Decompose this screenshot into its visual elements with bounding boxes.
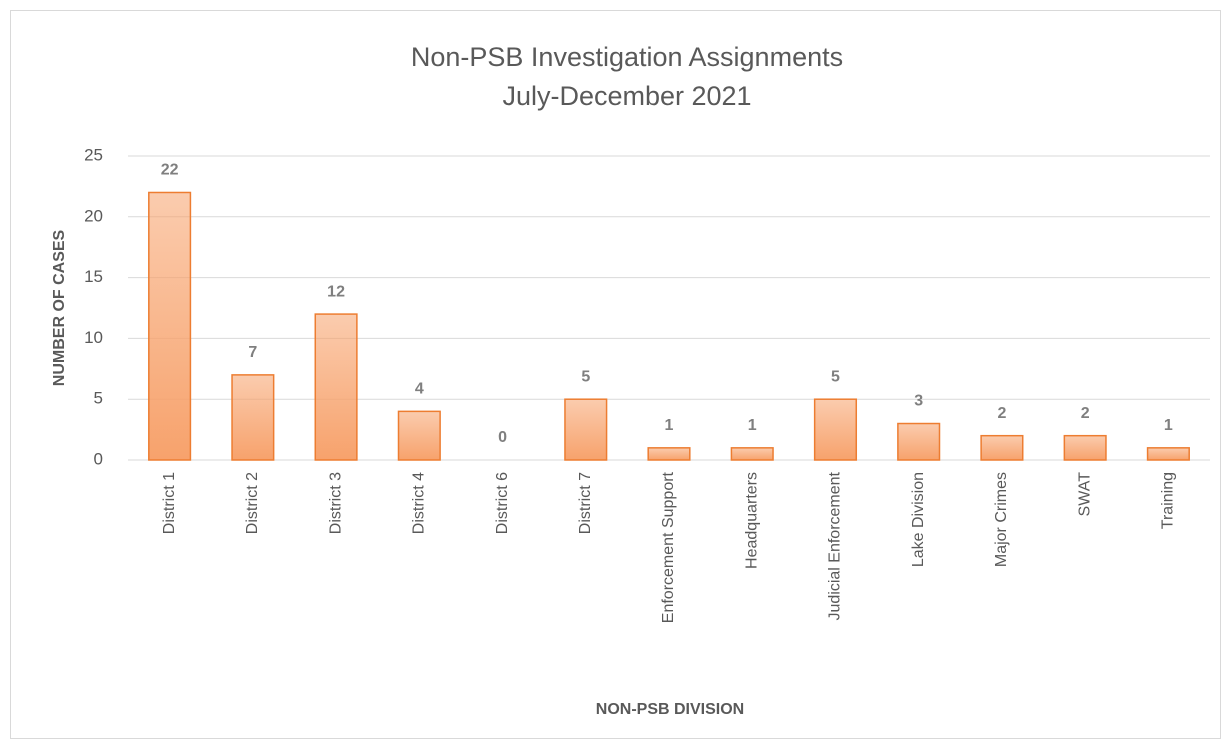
bar — [647, 447, 691, 461]
x-tick-label: District 2 — [244, 472, 261, 534]
bar — [564, 398, 608, 461]
data-label: 22 — [161, 162, 179, 179]
data-label: 7 — [248, 344, 257, 361]
data-label: 5 — [831, 368, 840, 385]
x-tick-label: Lake Division — [910, 472, 927, 567]
y-tick-label: 10 — [84, 328, 103, 347]
bar — [148, 191, 192, 461]
data-label: 3 — [914, 393, 923, 410]
bar — [980, 434, 1024, 461]
chart-frame — [10, 10, 1221, 739]
bar — [231, 374, 275, 461]
x-tick-label: Major Crimes — [993, 472, 1010, 567]
x-tick-label: Judicial Enforcement — [827, 471, 844, 620]
data-label: 0 — [498, 429, 507, 446]
bar — [397, 410, 441, 461]
data-label: 1 — [1164, 417, 1173, 434]
data-label: 5 — [581, 368, 590, 385]
y-axis-label: NUMBER OF CASES — [51, 229, 68, 386]
data-label: 2 — [1081, 405, 1090, 422]
bar — [897, 422, 941, 461]
x-tick-label: Training — [1160, 472, 1177, 529]
x-tick-label: District 6 — [494, 472, 511, 534]
x-tick-label: District 7 — [577, 472, 594, 534]
bar — [730, 447, 774, 461]
x-tick-label: Enforcement Support — [660, 471, 677, 623]
y-tick-label: 0 — [94, 449, 103, 468]
y-tick-label: 25 — [84, 145, 103, 164]
x-tick-label: District 1 — [161, 472, 178, 534]
data-label: 12 — [327, 283, 345, 300]
data-label: 1 — [748, 417, 757, 434]
data-label: 1 — [665, 417, 674, 434]
x-tick-label: Headquarters — [743, 472, 760, 569]
chart-subtitle: July-December 2021 — [502, 81, 751, 111]
bar — [813, 398, 858, 461]
y-tick-label: 20 — [84, 206, 103, 225]
data-label: 4 — [415, 381, 424, 398]
bar — [314, 313, 358, 461]
bar — [1063, 434, 1107, 461]
x-tick-label: SWAT — [1076, 472, 1093, 517]
x-axis-label: NON-PSB DIVISION — [596, 701, 744, 718]
y-tick-label: 5 — [94, 389, 103, 408]
x-tick-label: District 3 — [327, 472, 344, 534]
y-tick-label: 15 — [84, 267, 103, 286]
data-label: 2 — [997, 405, 1006, 422]
x-tick-label: District 4 — [411, 472, 428, 534]
bar — [1146, 447, 1190, 461]
chart-title: Non-PSB Investigation Assignments — [411, 42, 843, 72]
